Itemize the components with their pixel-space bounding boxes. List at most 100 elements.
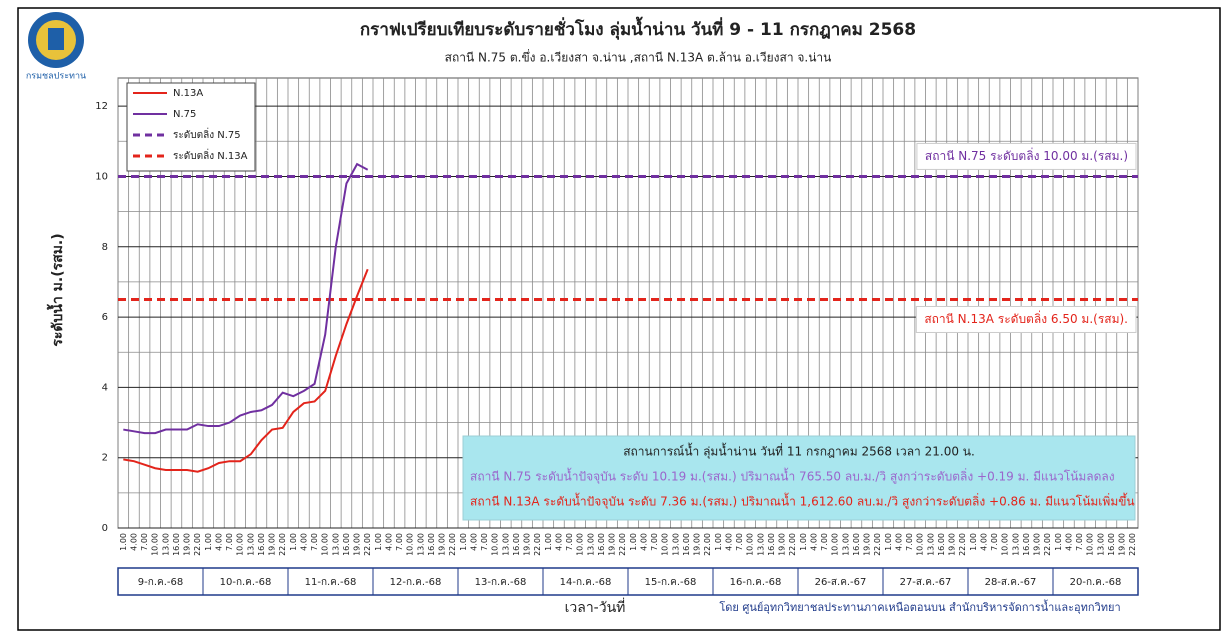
series-line bbox=[123, 162, 369, 435]
x-tick-label: 19.00 bbox=[268, 533, 277, 556]
x-tick-label: 10.00 bbox=[236, 533, 245, 556]
day-label: 28-ส.ค.-67 bbox=[985, 577, 1037, 588]
x-tick-label: 13.00 bbox=[671, 533, 680, 556]
source: โดย ศูนย์อุทกวิทยาชลประทานภาคเหนือตอนบน … bbox=[719, 599, 1120, 614]
x-tick-label: 7.00 bbox=[565, 533, 574, 551]
x-tick-label: 10.00 bbox=[1001, 533, 1010, 556]
series-line bbox=[123, 268, 369, 473]
x-tick-label: 1.00 bbox=[204, 533, 213, 551]
x-tick-label: 22.00 bbox=[788, 533, 797, 556]
x-tick-label: 16.00 bbox=[257, 533, 266, 556]
y-tick-label: 8 bbox=[102, 242, 108, 253]
x-tick-label: 1.00 bbox=[289, 533, 298, 551]
x-tick-label: 1.00 bbox=[374, 533, 383, 551]
x-tick-label: 16.00 bbox=[937, 533, 946, 556]
x-tick-label: 4.00 bbox=[724, 533, 733, 551]
day-label: 11-ก.ค.-68 bbox=[305, 577, 357, 588]
x-tick-label: 1.00 bbox=[119, 533, 128, 551]
info-title: สถานการณ์น้ำ ลุ่มน้ำน่าน วันที่ 11 กรกฎา… bbox=[623, 443, 975, 460]
legend-label: N.13A bbox=[173, 88, 203, 99]
x-tick-label: 10.00 bbox=[1086, 533, 1095, 556]
x-tick-label: 7.00 bbox=[310, 533, 319, 551]
y-tick-label: 0 bbox=[102, 523, 108, 534]
x-tick-label: 1.00 bbox=[799, 533, 808, 551]
x-tick-label: 16.00 bbox=[1022, 533, 1031, 556]
y-axis-label: ระดับน้ำ ม.(รสม.) bbox=[46, 233, 66, 346]
x-tick-label: 4.00 bbox=[129, 533, 138, 551]
x-tick-label: 7.00 bbox=[735, 533, 744, 551]
threshold-label: สถานี N.13A ระดับตลิ่ง 6.50 ม.(รสม). bbox=[924, 310, 1128, 326]
info-line: สถานี N.13A ระดับน้ำปัจจุบัน ระดับ 7.36 … bbox=[470, 493, 1135, 510]
x-tick-label: 22.00 bbox=[703, 533, 712, 556]
x-tick-label: 4.00 bbox=[979, 533, 988, 551]
x-tick-label: 4.00 bbox=[894, 533, 903, 551]
y-tick-label: 10 bbox=[95, 171, 108, 182]
x-tick-label: 1.00 bbox=[459, 533, 468, 551]
x-tick-label: 16.00 bbox=[767, 533, 776, 556]
x-tick-label: 4.00 bbox=[299, 533, 308, 551]
x-tick-label: 16.00 bbox=[342, 533, 351, 556]
legend-label: N.75 bbox=[173, 109, 196, 120]
x-tick-label: 19.00 bbox=[183, 533, 192, 556]
x-tick-label: 13.00 bbox=[756, 533, 765, 556]
x-tick-label: 13.00 bbox=[161, 533, 170, 556]
x-tick-label: 7.00 bbox=[395, 533, 404, 551]
x-tick-label: 19.00 bbox=[353, 533, 362, 556]
day-label: 10-ก.ค.-68 bbox=[220, 577, 272, 588]
x-tick-label: 19.00 bbox=[1033, 533, 1042, 556]
info-box bbox=[462, 435, 1136, 521]
x-tick-label: 1.00 bbox=[884, 533, 893, 551]
chart-title: กราฟเปรียบเทียบระดับรายชั่วโมง ลุ่มน้ำน่… bbox=[360, 16, 916, 40]
day-label: 13-ก.ค.-68 bbox=[475, 577, 527, 588]
x-tick-label: 22.00 bbox=[193, 533, 202, 556]
x-tick-label: 13.00 bbox=[416, 533, 425, 556]
threshold-label-box bbox=[915, 305, 1137, 333]
x-tick-label: 22.00 bbox=[363, 533, 372, 556]
x-tick-label: 4.00 bbox=[384, 533, 393, 551]
x-tick-label: 13.00 bbox=[246, 533, 255, 556]
legend-label: ระดับตลิ่ง N.75 bbox=[173, 127, 241, 141]
x-tick-label: 16.00 bbox=[172, 533, 181, 556]
x-tick-label: 19.00 bbox=[523, 533, 532, 556]
x-tick-label: 4.00 bbox=[809, 533, 818, 551]
y-tick-label: 2 bbox=[102, 453, 108, 464]
x-tick-label: 7.00 bbox=[480, 533, 489, 551]
x-tick-label: 7.00 bbox=[650, 533, 659, 551]
x-tick-label: 13.00 bbox=[586, 533, 595, 556]
day-label: 12-ก.ค.-68 bbox=[390, 577, 442, 588]
x-tick-label: 10.00 bbox=[321, 533, 330, 556]
y-tick-label: 4 bbox=[102, 382, 108, 393]
x-tick-label: 19.00 bbox=[693, 533, 702, 556]
x-tick-label: 16.00 bbox=[852, 533, 861, 556]
x-tick-label: 7.00 bbox=[990, 533, 999, 551]
x-tick-label: 10.00 bbox=[916, 533, 925, 556]
logo bbox=[28, 12, 84, 68]
day-label: 20-ก.ค.-68 bbox=[1070, 577, 1122, 588]
info-line: สถานี N.75 ระดับน้ำปัจจุบัน ระดับ 10.19 … bbox=[470, 468, 1115, 485]
x-tick-label: 1.00 bbox=[714, 533, 723, 551]
x-tick-label: 13.00 bbox=[331, 533, 340, 556]
x-tick-label: 1.00 bbox=[1054, 533, 1063, 551]
day-label: 14-ก.ค.-68 bbox=[560, 577, 612, 588]
x-tick-label: 13.00 bbox=[501, 533, 510, 556]
x-tick-label: 19.00 bbox=[948, 533, 957, 556]
threshold-label-box bbox=[916, 142, 1137, 170]
x-tick-label: 16.00 bbox=[427, 533, 436, 556]
x-tick-label: 16.00 bbox=[512, 533, 521, 556]
logo-text: กรมชลประทาน bbox=[26, 72, 86, 82]
x-tick-label: 19.00 bbox=[778, 533, 787, 556]
x-tick-label: 19.00 bbox=[608, 533, 617, 556]
x-tick-label: 10.00 bbox=[661, 533, 670, 556]
x-tick-label: 22.00 bbox=[533, 533, 542, 556]
x-tick-label: 22.00 bbox=[1043, 533, 1052, 556]
x-tick-label: 10.00 bbox=[576, 533, 585, 556]
x-tick-label: 16.00 bbox=[597, 533, 606, 556]
x-tick-label: 1.00 bbox=[629, 533, 638, 551]
x-tick-label: 22.00 bbox=[1128, 533, 1137, 556]
day-label: 9-ก.ค.-68 bbox=[138, 577, 183, 588]
x-tick-label: 7.00 bbox=[905, 533, 914, 551]
day-label: 16-ก.ค.-68 bbox=[730, 577, 782, 588]
x-tick-label: 7.00 bbox=[1075, 533, 1084, 551]
